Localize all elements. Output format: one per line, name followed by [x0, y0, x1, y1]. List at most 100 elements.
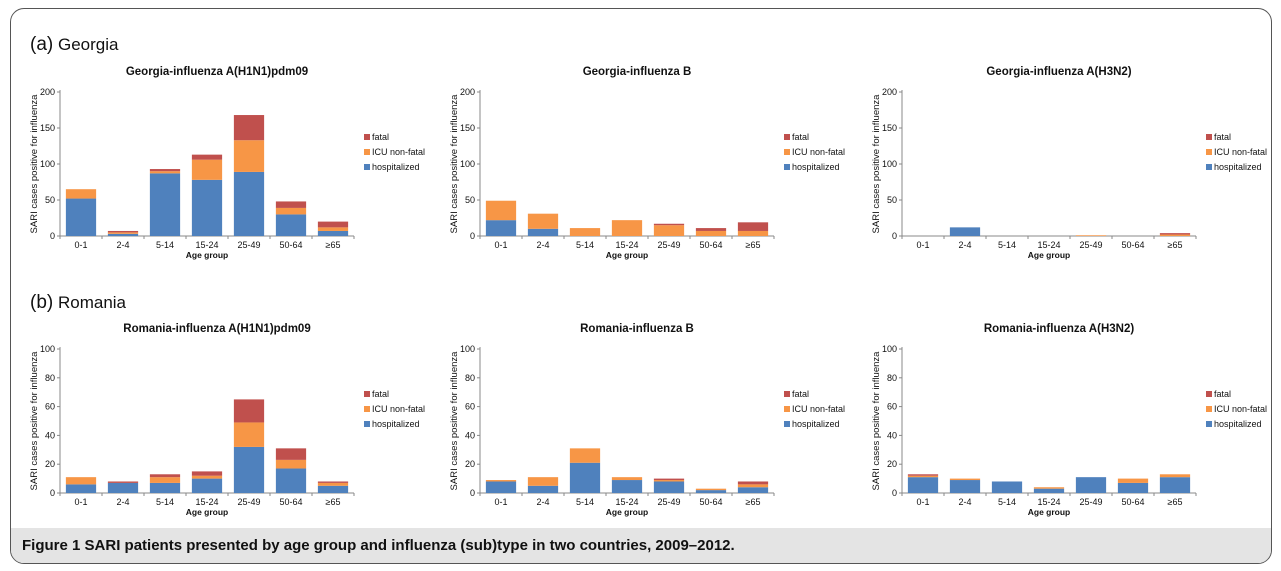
- y-tick-label: 100: [882, 344, 897, 354]
- chart-svg: Georgia-influenza B SARI cases positive f…: [449, 66, 845, 260]
- section-a-heading: (a) Georgia: [30, 34, 118, 56]
- section-b-name: Romania: [57, 293, 127, 312]
- x-axis-label: Age group: [606, 507, 649, 517]
- bar-segment-hospitalized: [653, 481, 685, 493]
- y-tick-label: 100: [460, 344, 475, 354]
- y-tick-label: 150: [40, 123, 55, 133]
- bar-segment-hospitalized: [275, 214, 307, 236]
- x-tick-label: 5-14: [998, 240, 1016, 250]
- y-tick-label: 0: [50, 488, 55, 498]
- legend-swatch: [1206, 391, 1212, 397]
- legend-swatch: [784, 149, 790, 155]
- x-axis-label: Age group: [606, 250, 649, 260]
- legend-swatch: [784, 164, 790, 170]
- bar-segment-fatal: [233, 399, 265, 423]
- bar-segment-icu-non-fatal: [611, 477, 643, 481]
- bar-segment-hospitalized: [569, 462, 601, 493]
- legend-label: fatal: [372, 132, 389, 142]
- bar-segment-icu-non-fatal: [949, 478, 981, 481]
- bar-segment-hospitalized: [611, 480, 643, 493]
- legend-label: ICU non-fatal: [792, 404, 845, 414]
- chart-title: Georgia-influenza A(H1N1)pdm09: [126, 66, 308, 78]
- caption-bar: [11, 528, 1271, 563]
- y-tick-label: 150: [460, 123, 475, 133]
- y-tick-label: 100: [40, 159, 55, 169]
- x-tick-label: 25-49: [237, 240, 260, 250]
- legend-swatch: [364, 421, 370, 427]
- y-tick-label: 50: [45, 195, 55, 205]
- bar-segment-icu-non-fatal: [485, 480, 517, 482]
- x-tick-label: 2-4: [536, 240, 549, 250]
- legend-label: hospitalized: [372, 162, 420, 172]
- bar-segment-fatal: [653, 478, 685, 481]
- bar-segment-hospitalized: [527, 485, 559, 493]
- bar-segment-hospitalized: [317, 485, 349, 493]
- x-tick-label: 0-1: [494, 240, 507, 250]
- y-tick-label: 80: [887, 373, 897, 383]
- legend-swatch: [364, 164, 370, 170]
- y-tick-label: 20: [465, 459, 475, 469]
- legend-swatch: [364, 391, 370, 397]
- bar-segment-hospitalized: [907, 477, 939, 493]
- legend-label: hospitalized: [1214, 162, 1262, 172]
- x-tick-label: 2-4: [958, 497, 971, 507]
- bar-segment-hospitalized: [191, 179, 223, 236]
- bar-segment-icu-non-fatal: [527, 213, 559, 229]
- chart-romania-h1n1: Romania-influenza A(H1N1)pdm09 SARI cases…: [20, 315, 425, 517]
- chart-svg: Romania-influenza A(H1N1)pdm09 SARI cases…: [29, 323, 425, 517]
- x-tick-label: 15-24: [195, 497, 218, 507]
- chart-title: Romania-influenza A(H3N2): [984, 323, 1135, 335]
- bar-segment-hospitalized: [233, 171, 265, 236]
- y-tick-label: 100: [40, 344, 55, 354]
- bar-segment-icu-non-fatal: [233, 140, 265, 172]
- x-tick-label: 50-64: [1121, 240, 1144, 250]
- x-tick-label: 2-4: [958, 240, 971, 250]
- bar-segment-hospitalized: [695, 490, 727, 493]
- x-tick-label: 50-64: [1121, 497, 1144, 507]
- bar-segment-hospitalized: [149, 482, 181, 493]
- bar-segment-fatal: [317, 221, 349, 228]
- legend-swatch: [1206, 149, 1212, 155]
- legend-swatch: [784, 421, 790, 427]
- x-tick-label: 2-4: [116, 240, 129, 250]
- bar-segment-fatal: [1159, 233, 1191, 235]
- x-tick-label: 0-1: [74, 497, 87, 507]
- bar-segment-fatal: [149, 169, 181, 172]
- legend-swatch: [364, 149, 370, 155]
- bar-segment-fatal: [907, 474, 939, 476]
- chart-georgia-b: Georgia-influenza B SARI cases positive f…: [440, 58, 845, 260]
- y-tick-label: 40: [887, 430, 897, 440]
- x-tick-label: 15-24: [615, 497, 638, 507]
- y-axis-label: SARI cases positive for influenza: [29, 351, 40, 491]
- bar-segment-icu-non-fatal: [65, 189, 97, 199]
- bar-segment-icu-non-fatal: [695, 230, 727, 236]
- section-b-letter: (b): [30, 292, 54, 313]
- bar-segment-hospitalized: [107, 233, 139, 236]
- y-tick-label: 80: [465, 373, 475, 383]
- bar-segment-icu-non-fatal: [149, 477, 181, 483]
- bar-segment-hospitalized: [1075, 477, 1107, 493]
- legend-swatch: [364, 134, 370, 140]
- bar-segment-hospitalized: [317, 230, 349, 236]
- bar-segment-hospitalized: [1159, 477, 1191, 493]
- bar-segment-hospitalized: [275, 468, 307, 493]
- x-tick-label: ≥65: [1168, 497, 1183, 507]
- bar-segment-fatal: [233, 115, 265, 141]
- legend-label: hospitalized: [1214, 419, 1262, 429]
- legend-swatch: [784, 391, 790, 397]
- bar-segment-fatal: [191, 471, 223, 476]
- bar-segment-icu-non-fatal: [485, 200, 517, 221]
- x-tick-label: 5-14: [576, 497, 594, 507]
- x-tick-label: 5-14: [576, 240, 594, 250]
- y-axis-label: SARI cases positive for influenza: [871, 94, 882, 234]
- x-axis-label: Age group: [186, 507, 229, 517]
- y-tick-label: 60: [45, 402, 55, 412]
- x-tick-label: 2-4: [536, 497, 549, 507]
- x-tick-label: 0-1: [74, 240, 87, 250]
- bar-segment-hospitalized: [737, 487, 769, 493]
- bar-segment-fatal: [695, 228, 727, 231]
- y-tick-label: 0: [892, 488, 897, 498]
- y-tick-label: 0: [892, 231, 897, 241]
- chart-svg: Georgia-influenza A(H1N1)pdm09 SARI cases…: [29, 66, 425, 260]
- x-tick-label: 15-24: [615, 240, 638, 250]
